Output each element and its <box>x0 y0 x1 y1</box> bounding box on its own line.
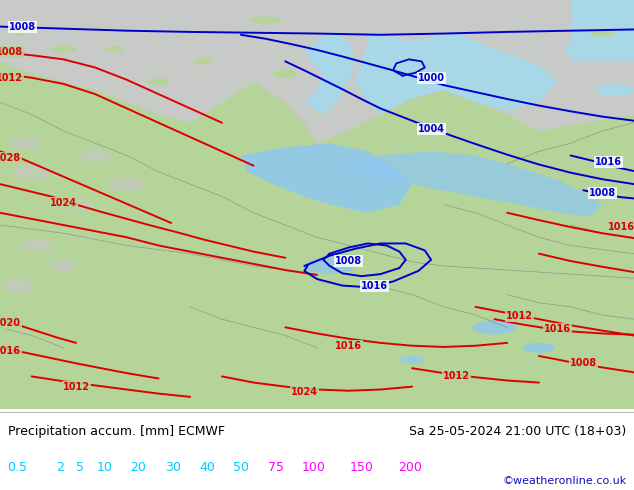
Text: 1008: 1008 <box>9 22 36 31</box>
Ellipse shape <box>472 320 517 335</box>
Ellipse shape <box>523 343 555 353</box>
Ellipse shape <box>60 198 92 211</box>
Text: Precipitation accum. [mm] ECMWF: Precipitation accum. [mm] ECMWF <box>8 425 224 439</box>
Text: 1016: 1016 <box>595 157 622 167</box>
Text: 1024: 1024 <box>291 387 318 397</box>
Text: 1016: 1016 <box>545 324 571 334</box>
Text: 1008: 1008 <box>335 256 362 266</box>
Ellipse shape <box>250 16 282 24</box>
Text: 1016: 1016 <box>361 281 387 292</box>
Ellipse shape <box>22 239 54 252</box>
Polygon shape <box>355 33 558 115</box>
Text: 1012: 1012 <box>507 311 533 321</box>
Text: 10: 10 <box>96 461 112 474</box>
Ellipse shape <box>193 58 212 65</box>
Ellipse shape <box>105 46 124 52</box>
Polygon shape <box>304 33 355 115</box>
Text: 0.5: 0.5 <box>8 461 28 474</box>
Ellipse shape <box>304 258 355 274</box>
Polygon shape <box>241 143 412 213</box>
Text: 1012: 1012 <box>443 370 470 381</box>
Text: 75: 75 <box>268 461 283 474</box>
Ellipse shape <box>10 137 41 149</box>
Text: 200: 200 <box>398 461 422 474</box>
Text: 100: 100 <box>302 461 326 474</box>
Ellipse shape <box>13 164 51 180</box>
Text: 40: 40 <box>199 461 215 474</box>
Ellipse shape <box>108 177 146 191</box>
Ellipse shape <box>596 84 634 96</box>
Text: 1012: 1012 <box>63 382 89 392</box>
Ellipse shape <box>10 30 29 36</box>
Text: 150: 150 <box>350 461 374 474</box>
Bar <box>571 0 634 61</box>
Ellipse shape <box>51 45 76 53</box>
Text: 1016: 1016 <box>608 222 634 232</box>
Text: 20: 20 <box>131 461 146 474</box>
Ellipse shape <box>399 356 425 364</box>
Text: 1028: 1028 <box>0 152 21 163</box>
Text: 1024: 1024 <box>50 197 77 208</box>
Text: 1008: 1008 <box>570 358 597 368</box>
Text: 1016: 1016 <box>0 346 21 356</box>
Text: Sa 25-05-2024 21:00 UTC (18+03): Sa 25-05-2024 21:00 UTC (18+03) <box>409 425 626 439</box>
Text: 1008: 1008 <box>0 48 23 57</box>
Text: 50: 50 <box>233 461 249 474</box>
Text: 1020: 1020 <box>0 318 21 328</box>
Ellipse shape <box>564 41 615 57</box>
Text: 1012: 1012 <box>0 73 23 83</box>
Text: 30: 30 <box>165 461 181 474</box>
Polygon shape <box>0 0 634 143</box>
Ellipse shape <box>147 78 170 86</box>
Ellipse shape <box>79 149 111 162</box>
Text: 1004: 1004 <box>418 124 444 134</box>
Text: 1008: 1008 <box>589 188 616 198</box>
Ellipse shape <box>273 70 298 78</box>
Ellipse shape <box>51 260 76 272</box>
Text: 2: 2 <box>56 461 63 474</box>
Text: 1000: 1000 <box>418 73 444 83</box>
Polygon shape <box>349 151 602 217</box>
Ellipse shape <box>590 28 615 37</box>
Text: 5: 5 <box>76 461 84 474</box>
Text: 1016: 1016 <box>335 341 362 351</box>
Text: ©weatheronline.co.uk: ©weatheronline.co.uk <box>502 476 626 486</box>
Ellipse shape <box>3 278 35 294</box>
